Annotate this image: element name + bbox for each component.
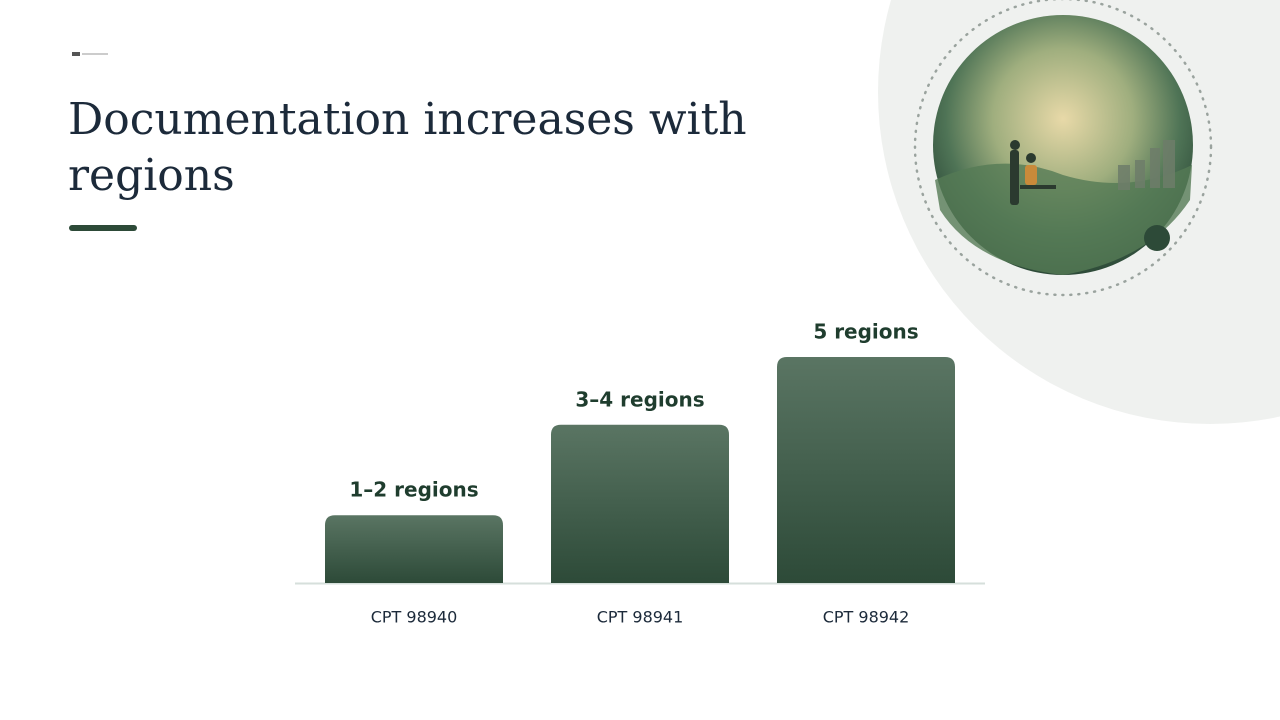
value-label: 3–4 regions [575,387,704,411]
value-label: 5 regions [813,320,918,344]
value-label: 1–2 regions [349,478,478,502]
illustration-city [1118,140,1175,190]
x-tick-label: CPT 98942 [823,608,910,627]
bar [325,515,503,583]
bar [777,357,955,583]
illustration-hills [935,163,1192,275]
x-tick-label: CPT 98941 [597,608,684,627]
accent-dot [1144,225,1170,251]
x-tick-label: CPT 98940 [371,608,458,627]
dotted-ring [913,0,1213,297]
chart-title: Documentation increases with regions [68,94,747,201]
bar [551,424,729,583]
logo [72,52,108,56]
illustration-people [1010,140,1056,205]
title-accent [69,225,137,231]
